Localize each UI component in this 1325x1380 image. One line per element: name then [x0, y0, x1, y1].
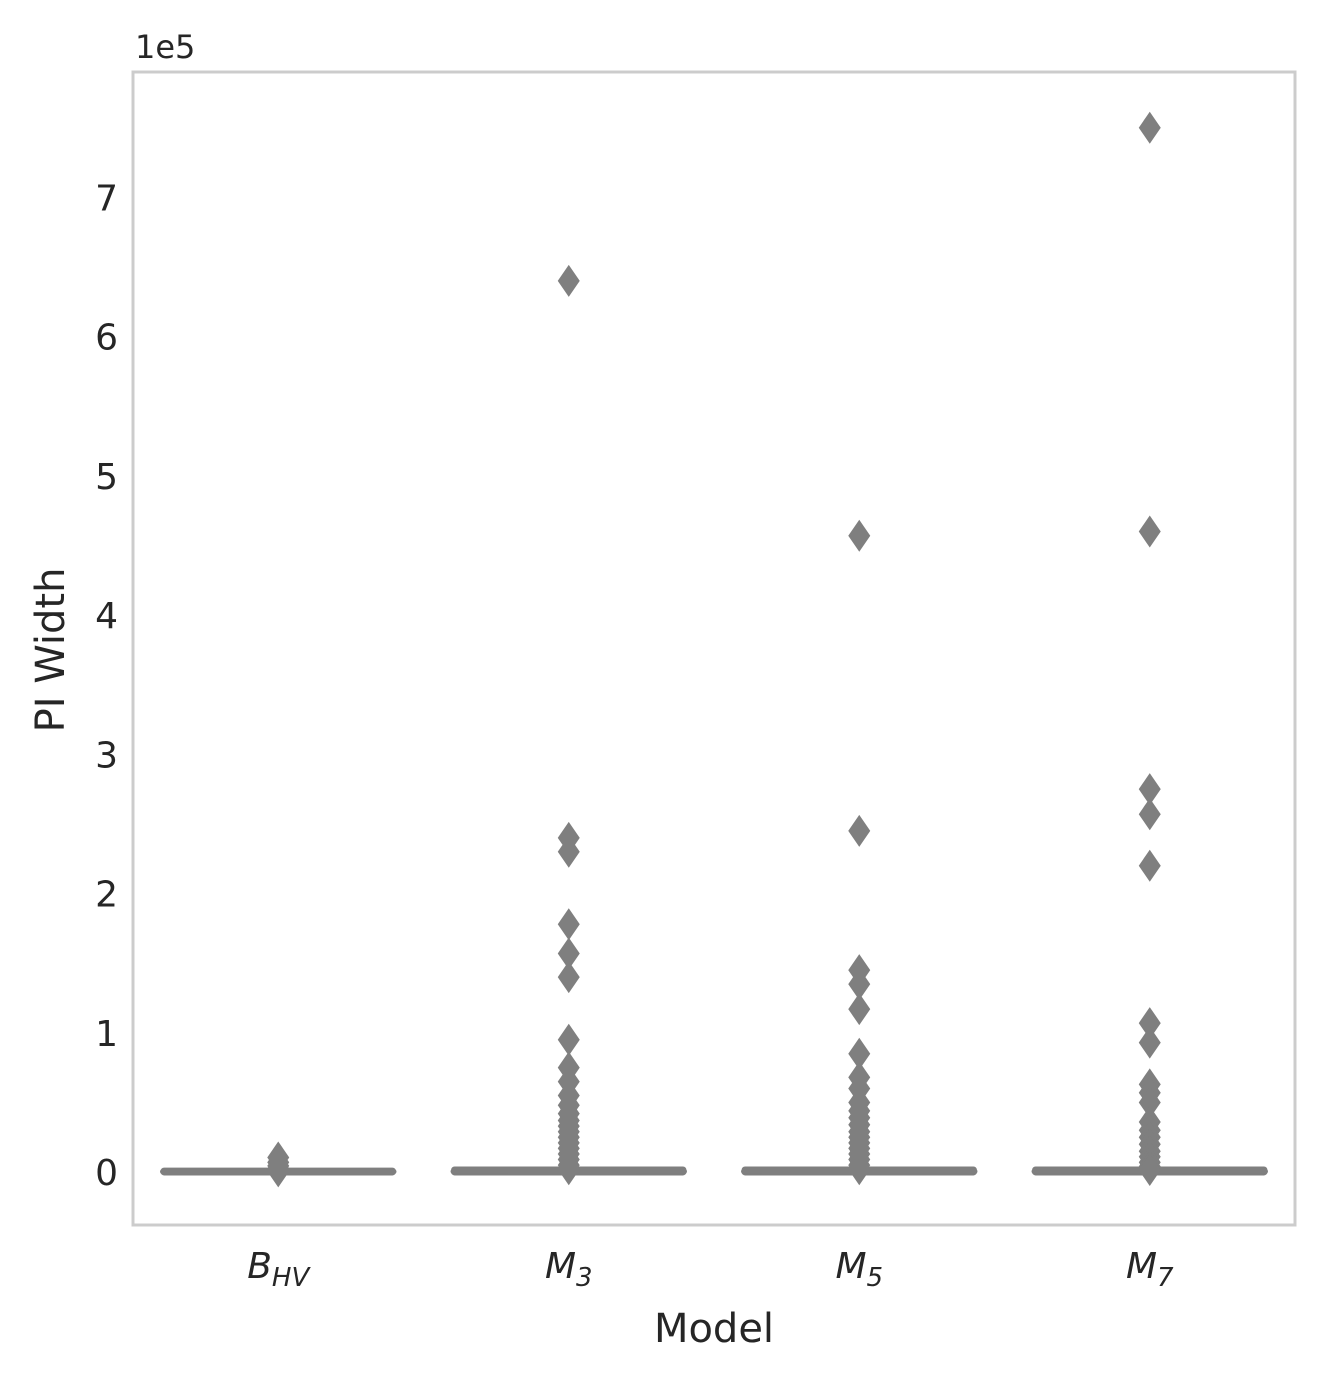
x-tick-label-1: M3	[545, 1246, 593, 1293]
y-tick-label-7: 7	[95, 178, 118, 219]
outlier-point-1-21	[557, 1153, 580, 1186]
outlier-point-2-5	[848, 1037, 871, 1070]
y-tick-label-5: 5	[95, 457, 118, 498]
outlier-point-1-5	[557, 961, 580, 994]
x-tick-label-2: M5	[835, 1246, 883, 1293]
y-tick-label-1: 1	[95, 1014, 118, 1055]
outlier-point-2-4	[848, 993, 871, 1026]
box-group-0	[160, 1141, 397, 1188]
outlier-point-2-19	[848, 1153, 871, 1186]
outlier-point-3-18	[1138, 1153, 1161, 1186]
outlier-point-1-4	[557, 937, 580, 970]
outlier-point-1-0	[557, 264, 580, 297]
outlier-point-1-6	[557, 1023, 580, 1056]
outlier-point-3-5	[1138, 1007, 1161, 1040]
y-axis-label: PI Width	[28, 568, 74, 733]
box-group-1	[450, 264, 687, 1186]
outlier-point-1-2	[557, 835, 580, 868]
outlier-point-3-2	[1138, 773, 1161, 806]
x-tick-label-0: BHV	[247, 1246, 311, 1293]
outlier-point-3-1	[1138, 515, 1161, 548]
box-group-2	[741, 519, 978, 1186]
outlier-point-3-4	[1138, 849, 1161, 882]
outlier-point-2-0	[848, 519, 871, 552]
outlier-point-0-5	[267, 1155, 290, 1188]
y-tick-label-2: 2	[95, 875, 118, 916]
outlier-point-3-6	[1138, 1026, 1161, 1059]
y-tick-label-3: 3	[95, 735, 118, 776]
outlier-point-3-9	[1138, 1086, 1161, 1119]
plot-frame	[131, 70, 1297, 1227]
x-tick-labels: BHV M3 M5 M7	[247, 1246, 1174, 1293]
x-axis-label: Model	[654, 1306, 774, 1352]
box-group-3	[1031, 111, 1268, 1186]
y-tick-labels: 0 1 2 3 4 5 6 7	[95, 178, 118, 1194]
outlier-point-2-3	[848, 968, 871, 1001]
boxes-layer	[160, 111, 1268, 1188]
outlier-point-1-3	[557, 908, 580, 941]
y-tick-label-0: 0	[95, 1153, 118, 1194]
outlier-point-3-0	[1138, 111, 1161, 144]
outlier-point-2-1	[848, 814, 871, 847]
x-tick-label-3: M7	[1126, 1246, 1174, 1293]
y-tick-label-4: 4	[95, 596, 118, 637]
outlier-point-3-3	[1138, 798, 1161, 831]
y-multiplier-label: 1e5	[135, 28, 195, 66]
y-tick-label-6: 6	[95, 318, 118, 359]
